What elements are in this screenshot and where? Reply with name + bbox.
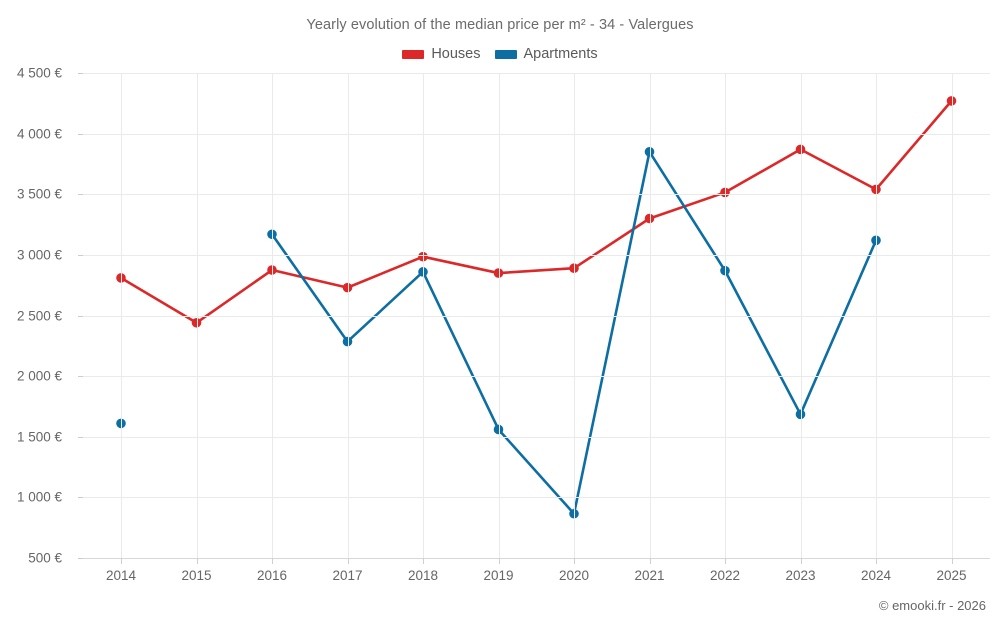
gridline-vertical (649, 73, 651, 558)
legend-label: Houses (431, 46, 481, 62)
gridline-vertical (347, 73, 349, 558)
y-axis-tick-label: 3 500 € (16, 186, 62, 202)
gridline-horizontal (83, 254, 990, 256)
gridline-horizontal (83, 194, 990, 196)
x-axis-tick-mark (272, 558, 273, 564)
copyright-credit: © emooki.fr - 2026 (878, 598, 986, 613)
y-axis-tick-mark (78, 315, 83, 317)
gridline-vertical (951, 73, 953, 558)
plot-area: 500 € 1 000 € 1 500 € 2 000 € 2 500 € 3 000 €… (17, 66, 990, 583)
y-axis-tick-mark (78, 194, 83, 196)
y-axis-tick-label: 3 000 € (16, 247, 62, 263)
y-axis-tick-label: 2 500 € (16, 308, 62, 323)
legend-item-apartments[interactable]: Apartments (494, 46, 598, 62)
x-axis-tick-label: 2018 (407, 568, 439, 583)
gridline-vertical (876, 73, 877, 558)
legend-swatch-icon (402, 49, 425, 59)
y-axis-tick-mark (78, 254, 83, 256)
x-axis-tick-mark (121, 558, 122, 564)
x-axis-tick-mark (196, 558, 198, 564)
y-axis-tick-label: 1 000 € (16, 489, 62, 505)
x-axis-tick-label: 2019 (483, 568, 514, 583)
x-axis-tick-label: 2020 (558, 568, 590, 583)
y-axis-tick-label: 4 000 € (16, 126, 62, 142)
x-axis-tick-mark (347, 558, 349, 564)
y-axis-tick-mark (78, 436, 83, 438)
y-axis-tick-label: 1 500 € (16, 429, 62, 445)
x-axis-tick-mark (649, 558, 651, 564)
x-axis-tick-label: 2016 (256, 568, 288, 583)
x-axis-tick-mark (574, 558, 575, 564)
data-point-houses-2015[interactable] (191, 317, 202, 328)
legend-item-houses[interactable]: Houses (402, 46, 481, 62)
gridline-horizontal (83, 436, 990, 438)
x-axis-tick-mark (800, 558, 802, 564)
x-axis-tick-label: 2024 (860, 568, 892, 583)
x-axis-tick-label: 2022 (709, 568, 741, 583)
x-axis-tick-mark (423, 558, 424, 564)
series-line-houses (119, 99, 953, 325)
gridline-horizontal (83, 133, 990, 135)
gridline-vertical (196, 73, 198, 558)
gridline-horizontal (83, 497, 990, 499)
y-axis-tick-mark (78, 73, 83, 74)
gridline-vertical (574, 73, 575, 558)
x-axis-tick-mark (876, 558, 877, 564)
x-axis-tick-label: 2017 (332, 568, 363, 583)
chart-legend: Houses Apartments (0, 46, 1000, 62)
y-axis-tick-mark (78, 497, 83, 499)
x-axis-tick-label: 2014 (105, 568, 137, 583)
x-axis-line (83, 558, 990, 559)
y-axis-tick-mark (78, 133, 83, 135)
gridline-vertical (423, 73, 424, 558)
gridline-vertical (272, 73, 273, 558)
y-axis-tick-mark (78, 376, 83, 378)
gridline-horizontal (83, 376, 990, 378)
x-axis-tick-mark (498, 558, 500, 564)
chart-title: Yearly evolution of the median price per… (306, 17, 694, 33)
gridline-vertical (498, 73, 500, 558)
x-axis-tick-label: 2021 (634, 568, 665, 583)
gridline-horizontal (83, 73, 990, 74)
y-axis-tick-label: 500 € (28, 550, 62, 566)
y-axis-tick-label: 2 000 € (16, 368, 62, 384)
y-axis-tick-label: 4 500 € (16, 65, 62, 81)
gridline-horizontal (83, 315, 990, 317)
gridline-vertical (725, 73, 726, 558)
x-axis-tick-label: 2025 (936, 568, 967, 583)
x-axis-tick-label: 2023 (785, 568, 816, 583)
x-axis-tick-mark (725, 558, 726, 564)
x-axis-tick-mark (951, 558, 953, 564)
y-axis-tick-mark (78, 558, 83, 559)
x-axis-tick-label: 2015 (181, 568, 212, 583)
gridline-vertical (121, 73, 122, 558)
gridline-vertical (800, 73, 802, 558)
legend-swatch-icon (494, 49, 517, 59)
legend-label: Apartments (523, 46, 598, 62)
